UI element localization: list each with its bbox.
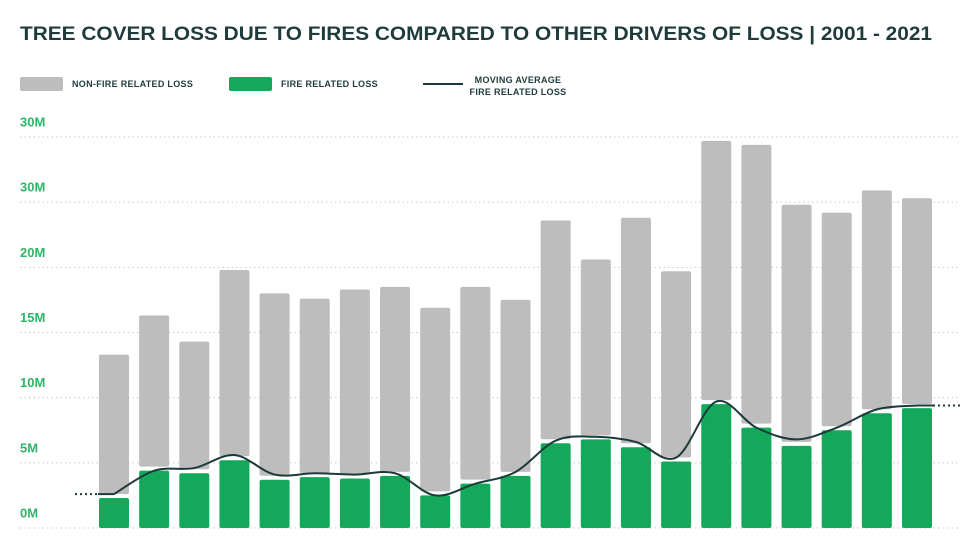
y-tick-label: 30M <box>20 114 45 129</box>
bar <box>741 144 772 424</box>
bar <box>500 299 531 472</box>
bar <box>540 220 571 440</box>
legend-label: NON-FIRE RELATED LOSS <box>72 79 194 89</box>
bar <box>821 430 852 528</box>
bar <box>99 354 129 495</box>
bar <box>339 478 370 528</box>
bar <box>902 408 932 528</box>
bar <box>299 477 330 528</box>
y-tick-label: 5M <box>20 440 38 455</box>
bar <box>219 460 250 528</box>
bar <box>741 427 772 528</box>
bar <box>139 315 170 467</box>
bar <box>179 473 210 528</box>
bar <box>580 259 611 436</box>
bar <box>500 475 531 528</box>
bar <box>460 286 491 480</box>
bar <box>902 198 932 405</box>
bar <box>861 190 892 410</box>
bar <box>540 443 571 528</box>
bar <box>861 413 892 528</box>
bar <box>781 445 812 528</box>
bar <box>380 475 411 528</box>
legend-swatch <box>229 77 272 91</box>
legend-swatch <box>20 77 63 91</box>
bar <box>821 212 852 427</box>
bar <box>420 307 451 492</box>
bar <box>620 217 651 444</box>
bar <box>420 495 451 528</box>
bar <box>580 439 611 528</box>
bar <box>701 404 732 528</box>
bar <box>139 470 170 528</box>
bar <box>661 271 692 458</box>
y-tick-label: 10M <box>20 375 45 390</box>
bar <box>380 286 411 472</box>
bar <box>259 479 290 528</box>
moving-average-line <box>113 400 918 497</box>
chart-title: TREE COVER LOSS DUE TO FIRES COMPARED TO… <box>20 24 932 45</box>
bar <box>661 461 692 528</box>
bar <box>219 269 250 457</box>
bar <box>179 341 210 470</box>
y-tick-label: 30M <box>20 180 45 195</box>
bar <box>299 298 330 474</box>
bar <box>781 204 812 442</box>
bar <box>259 293 290 476</box>
bar <box>99 498 129 528</box>
legend-label: FIRE RELATED LOSS <box>281 79 378 89</box>
y-tick-label: 15M <box>20 310 45 325</box>
y-tick-label: 0M <box>20 505 38 520</box>
bar <box>620 447 651 528</box>
bar <box>460 483 491 528</box>
legend-label: MOVING AVERAGE FIRE RELATED LOSS <box>469 75 567 97</box>
bar <box>701 140 732 401</box>
y-tick-label: 20M <box>20 245 45 260</box>
bar <box>339 289 370 475</box>
